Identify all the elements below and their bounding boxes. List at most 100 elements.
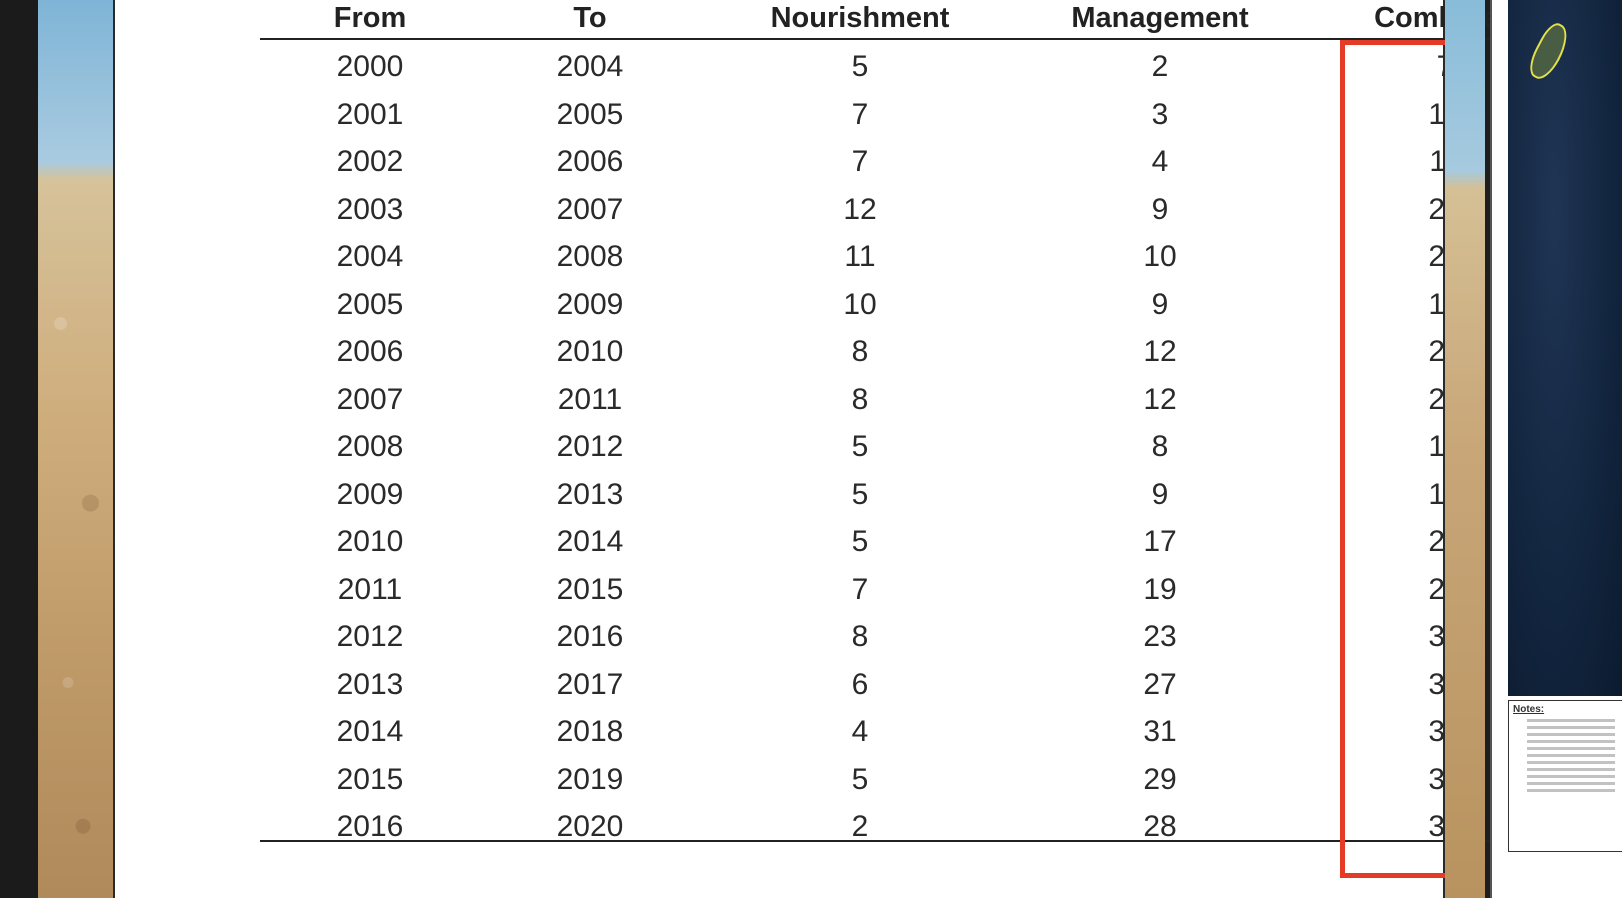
notes-illegible-line [1527,754,1615,757]
table-row: 2005200910919 [260,278,1520,326]
table-row: 2015201952934 [260,753,1520,801]
cell-to: 2013 [556,477,624,511]
cell-management: 19 [1143,572,1177,606]
cell-from: 2016 [336,810,404,843]
cell-from: 2007 [336,382,404,416]
table-row: 2011201571926 [260,563,1520,611]
notes-illegible-line [1527,747,1615,750]
cell-from: 2015 [336,762,404,796]
cell-management: 10 [1143,240,1177,273]
cell-from: 2005 [336,287,404,321]
map-notes: Notes: [1508,700,1622,852]
cell-from: 2004 [336,240,404,273]
table-body: 2000200452720012005731020022006741120032… [260,40,1520,843]
notes-illegible-line [1527,782,1615,785]
cell-management: 31 [1143,715,1177,748]
notes-illegible-line [1527,789,1615,792]
cell-nourishment: 8 [851,620,869,653]
cell-management: 17 [1143,525,1177,558]
cell-nourishment: 7 [851,145,869,178]
table-row: 200920135914 [260,468,1520,516]
table-row: 2016202022830 [260,800,1520,843]
cell-nourishment: 5 [851,430,869,463]
notes-illegible-line [1527,719,1615,722]
cell-to: 2009 [556,287,624,321]
table-row: 200220067411 [260,135,1520,183]
cell-nourishment: 5 [851,762,869,796]
cell-nourishment: 4 [851,715,869,748]
cell-to: 2014 [556,525,624,558]
table-row: 2013201762733 [260,658,1520,706]
table-row: 2012201682331 [260,610,1520,658]
cell-to: 2004 [556,50,624,83]
header-nourishment: Nourishment [770,2,950,34]
cell-management: 23 [1143,620,1177,653]
table-row: 20002004527 [260,40,1520,88]
cell-nourishment: 12 [843,192,877,226]
table-row: 20042008111021 [260,230,1520,278]
cell-from: 2010 [336,525,404,558]
header-from: From [333,2,407,34]
cell-to: 2012 [556,430,624,463]
cell-nourishment: 7 [851,97,869,131]
cell-management: 27 [1143,667,1177,701]
notes-illegible-line [1527,761,1615,764]
table-bottom-rule [260,840,1520,842]
cell-from: 2000 [336,50,404,83]
cell-from: 2001 [336,97,404,131]
cell-nourishment: 7 [851,572,869,606]
cell-from: 2008 [336,430,404,463]
cell-to: 2005 [556,97,624,131]
table-row: 200120057310 [260,88,1520,136]
cell-to: 2015 [556,572,624,606]
cell-management: 12 [1143,335,1177,368]
cell-nourishment: 5 [851,50,869,83]
cell-from: 2014 [336,715,404,748]
cell-management: 8 [1151,430,1169,463]
map-panel: Notes: [1490,0,1622,898]
left-dark-margin [0,0,38,898]
table-row: 2010201451722 [260,515,1520,563]
cell-nourishment: 11 [844,240,876,273]
beach-background-right [1445,0,1485,898]
cell-management: 2 [1151,50,1169,83]
cell-management: 3 [1151,97,1169,131]
table-row: 2014201843135 [260,705,1520,753]
satellite-map-image [1508,0,1622,696]
table-row: 200820125813 [260,420,1520,468]
cell-to: 2016 [556,620,624,653]
cell-management: 4 [1151,145,1169,178]
cell-to: 2018 [556,715,624,748]
cell-management: 9 [1151,477,1169,511]
cell-nourishment: 8 [851,382,869,416]
cell-from: 2006 [336,335,404,368]
data-table: From To Nourishment Management Combined … [260,0,1520,843]
header-to: To [573,2,607,34]
cell-nourishment: 10 [843,287,877,321]
cell-nourishment: 5 [851,525,869,558]
table-header-row: From To Nourishment Management Combined [260,0,1520,40]
beach-background-left [38,0,113,898]
cell-management: 9 [1151,192,1169,226]
cell-nourishment: 6 [851,667,869,701]
cell-to: 2017 [556,667,624,701]
notes-illegible-line [1527,740,1615,743]
cell-to: 2019 [556,762,624,796]
cell-nourishment: 5 [851,477,869,511]
cell-nourishment: 8 [851,335,869,368]
cell-from: 2002 [336,145,404,178]
header-management: Management [1071,2,1249,34]
cell-to: 2011 [557,382,623,416]
cell-from: 2003 [336,192,404,226]
cell-nourishment: 2 [851,810,869,843]
cell-from: 2013 [336,667,404,701]
notes-title: Notes: [1513,704,1545,715]
notes-illegible-line [1527,733,1615,736]
island-outline-icon [1523,19,1575,84]
notes-illegible-line [1527,726,1615,729]
cell-to: 2008 [556,240,624,273]
cell-from: 2009 [336,477,404,511]
